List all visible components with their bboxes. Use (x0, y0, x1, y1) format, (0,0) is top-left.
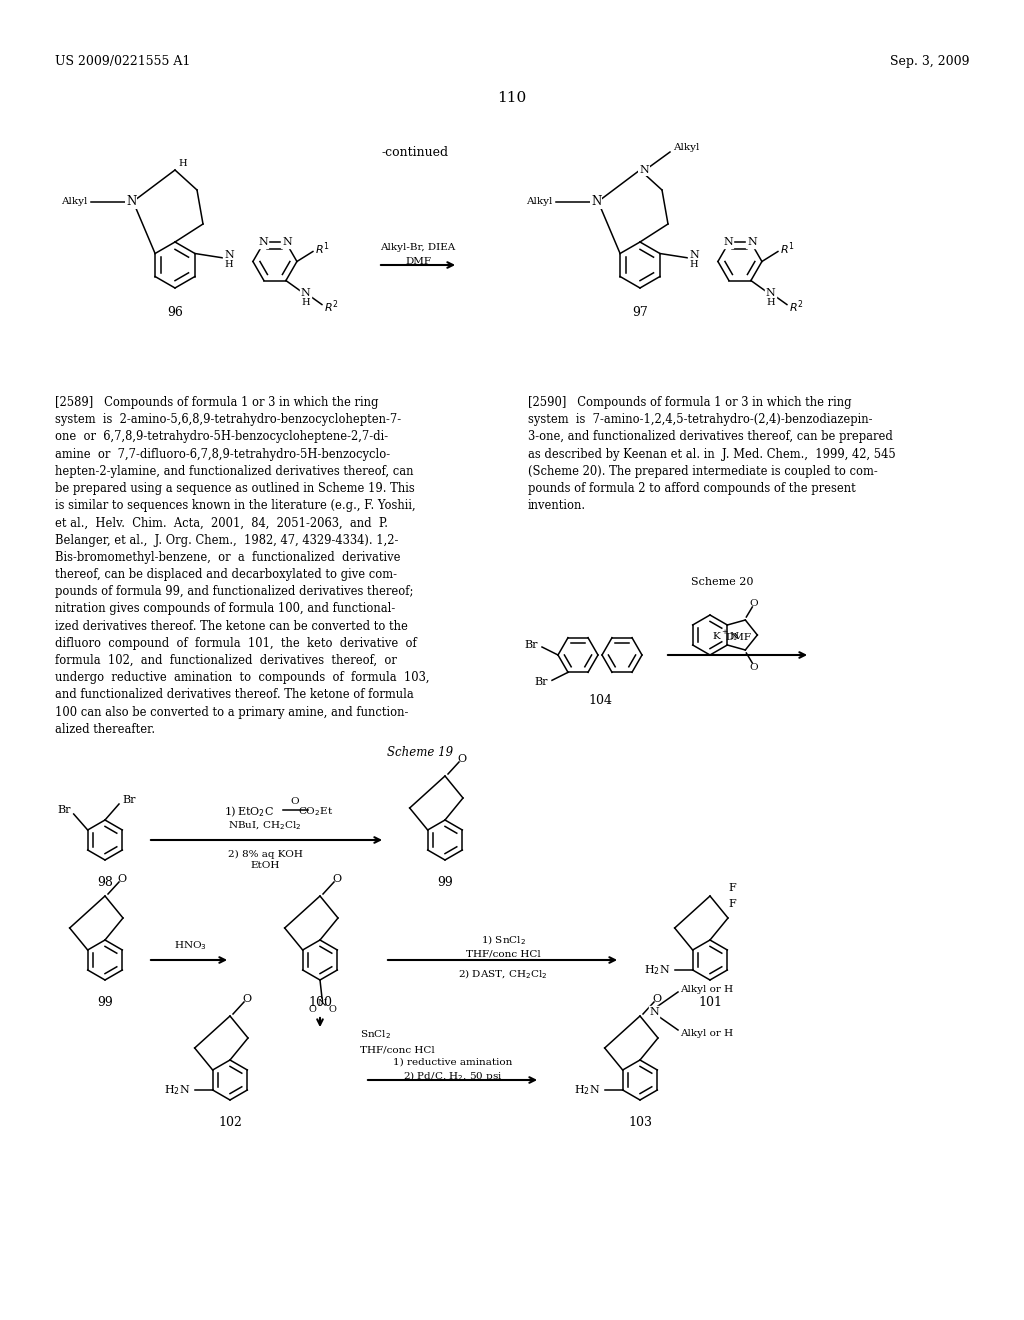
Text: THF/conc HCl: THF/conc HCl (466, 949, 541, 958)
Text: N: N (591, 195, 601, 209)
Text: H: H (224, 260, 233, 269)
Text: Br: Br (122, 795, 135, 805)
Text: 2) Pd/C, H$_2$, 50 psi: 2) Pd/C, H$_2$, 50 psi (403, 1069, 503, 1082)
Text: CO$_2$Et: CO$_2$Et (298, 805, 334, 818)
Text: [2590]   Compounds of formula 1 or 3 in which the ring
system  is  7-amino-1,2,4: [2590] Compounds of formula 1 or 3 in wh… (528, 396, 896, 512)
Text: $R^2$: $R^2$ (324, 298, 339, 315)
Text: H: H (766, 298, 774, 308)
Text: H$_2$N: H$_2$N (644, 964, 671, 977)
Text: Scheme 20: Scheme 20 (691, 577, 754, 587)
Text: NBuI, CH$_2$Cl$_2$: NBuI, CH$_2$Cl$_2$ (228, 820, 302, 833)
Text: 102: 102 (218, 1115, 242, 1129)
Text: Br: Br (57, 805, 71, 814)
Text: [2589]   Compounds of formula 1 or 3 in which the ring
system  is  2-amino-5,6,8: [2589] Compounds of formula 1 or 3 in wh… (55, 396, 429, 735)
Text: K$^+$N: K$^+$N (712, 628, 739, 642)
Text: N: N (766, 288, 775, 297)
Text: Br: Br (535, 677, 548, 688)
Text: Alkyl or H: Alkyl or H (680, 1028, 733, 1038)
Text: EtO$_2$C: EtO$_2$C (237, 805, 273, 818)
Text: 1) reductive amination: 1) reductive amination (393, 1057, 513, 1067)
Text: N: N (723, 238, 733, 247)
Text: H$_2$N: H$_2$N (574, 1084, 601, 1097)
Text: O: O (243, 994, 252, 1005)
Text: 96: 96 (167, 306, 183, 319)
Text: 99: 99 (97, 995, 113, 1008)
Text: $R^1$: $R^1$ (315, 240, 330, 257)
Text: DMF: DMF (725, 634, 751, 643)
Text: N: N (126, 195, 136, 209)
Text: N: N (282, 238, 292, 247)
Text: HNO$_3$: HNO$_3$ (174, 940, 207, 953)
Text: 97: 97 (632, 306, 648, 319)
Text: N: N (649, 1007, 658, 1016)
Text: 2) DAST, CH$_2$Cl$_2$: 2) DAST, CH$_2$Cl$_2$ (458, 968, 548, 981)
Text: N: N (301, 288, 310, 297)
Text: 104: 104 (588, 693, 612, 706)
Text: H: H (301, 298, 309, 308)
Text: F: F (728, 883, 736, 894)
Text: 99: 99 (437, 875, 453, 888)
Text: EtOH: EtOH (250, 862, 280, 870)
Text: O: O (333, 874, 342, 884)
Text: N: N (639, 165, 649, 176)
Text: Alkyl or H: Alkyl or H (680, 985, 733, 994)
Text: $R^2$: $R^2$ (788, 298, 804, 315)
Text: $R^1$: $R^1$ (780, 240, 795, 257)
Text: THF/conc HCl: THF/conc HCl (360, 1045, 435, 1055)
Text: 100: 100 (308, 995, 332, 1008)
Text: N: N (689, 249, 698, 260)
Text: 2) 8% aq KOH: 2) 8% aq KOH (227, 850, 302, 858)
Text: -continued: -continued (381, 145, 449, 158)
Text: F: F (728, 899, 736, 909)
Text: O: O (308, 1006, 316, 1015)
Text: H: H (178, 160, 187, 169)
Text: 98: 98 (97, 875, 113, 888)
Text: Alkyl: Alkyl (525, 197, 552, 206)
Text: SnCl$_2$: SnCl$_2$ (360, 1028, 391, 1041)
Text: O: O (749, 663, 758, 672)
Text: 1): 1) (225, 807, 237, 817)
Text: Scheme 19: Scheme 19 (387, 746, 453, 759)
Text: Br: Br (524, 640, 538, 649)
Text: N: N (224, 249, 233, 260)
Text: O: O (749, 598, 758, 607)
Text: O: O (652, 994, 662, 1005)
Text: O: O (291, 797, 299, 807)
Text: O: O (458, 754, 467, 764)
Text: N: N (258, 238, 268, 247)
Text: O: O (328, 1006, 336, 1015)
Text: H$_2$N: H$_2$N (165, 1084, 190, 1097)
Text: H: H (689, 260, 698, 269)
Text: DMF: DMF (406, 257, 431, 267)
Text: Sep. 3, 2009: Sep. 3, 2009 (891, 55, 970, 69)
Text: Alkyl: Alkyl (60, 197, 87, 206)
Text: N: N (317, 999, 327, 1008)
Text: O: O (118, 874, 127, 884)
Text: 110: 110 (498, 91, 526, 106)
Text: 101: 101 (698, 995, 722, 1008)
Text: N: N (748, 238, 757, 247)
Text: US 2009/0221555 A1: US 2009/0221555 A1 (55, 55, 190, 69)
Text: 1) SnCl$_2$: 1) SnCl$_2$ (480, 933, 525, 946)
Text: 103: 103 (628, 1115, 652, 1129)
Text: Alkyl: Alkyl (673, 144, 699, 153)
Text: Alkyl-Br, DIEA: Alkyl-Br, DIEA (380, 243, 456, 252)
